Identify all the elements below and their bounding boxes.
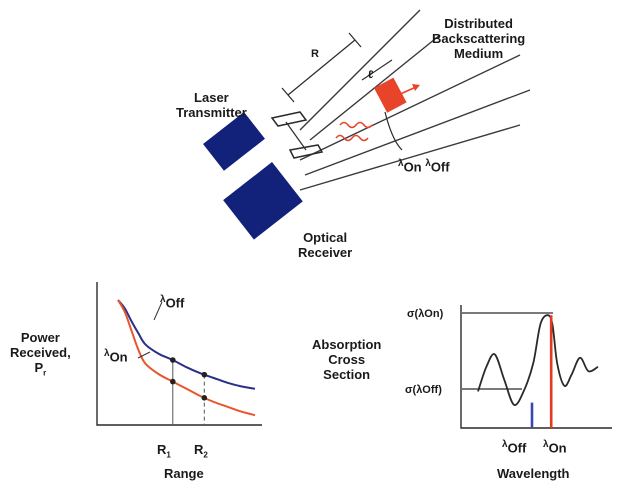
wl-lambda-on-label: λOn: [543, 439, 567, 456]
tick-r2-label: R2: [194, 442, 208, 460]
lambda-symbol-on: λ: [398, 158, 404, 169]
power-series-group: [117, 299, 256, 425]
lambda-on-text: On: [403, 159, 422, 175]
beam-line-1: [299, 9, 421, 131]
absorption-ylabel-line1: Absorption: [312, 337, 382, 352]
beam-line-4: [304, 89, 531, 176]
mirror-frame-2: [288, 144, 324, 159]
power-lambda-off-label: λOff: [160, 294, 185, 311]
power-ylabel-line2: Received,: [10, 345, 71, 360]
medium-label-line2: Backscattering: [432, 31, 526, 46]
lidar-setup: [203, 9, 531, 240]
power-lambda-on-label: λOn: [104, 348, 128, 365]
range-marker-point-2-off: [201, 371, 208, 378]
wl-lambda-off-label: λOff: [502, 439, 527, 456]
power-series-off-line: [117, 299, 256, 390]
absorption-chart: [460, 305, 612, 429]
lambda-off-text: Off: [430, 159, 450, 175]
cell-dimension-line: [361, 59, 393, 81]
medium-label-line3: Medium: [454, 46, 504, 61]
on-label-leader: [137, 351, 151, 359]
absorbing-cell: [374, 77, 407, 113]
power-chart: [96, 282, 262, 426]
laser-label-line1: Laser: [194, 90, 229, 105]
medium-label: Distributed Backscattering Medium: [432, 16, 525, 61]
forward-arrow-head: [412, 84, 420, 91]
off-label-leader: [153, 301, 163, 321]
power-xlabel: Range: [164, 466, 204, 481]
medium-label-line1: Distributed: [444, 16, 513, 31]
receiver-label-line2: Receiver: [298, 245, 353, 260]
range-symbol-label: R: [311, 48, 319, 60]
power-axes: [96, 282, 262, 426]
laser-transmitter-block: [203, 112, 265, 171]
sigma-on-label: σ(λOn): [407, 308, 444, 320]
absorption-series-group: [477, 314, 599, 428]
power-ylabel-line1: Power: [20, 330, 60, 345]
absorption-xlabel: Wavelength: [497, 466, 570, 481]
laser-transmitter-label: Laser Transmitter: [176, 90, 247, 120]
range-marker-point-1-off: [170, 357, 176, 363]
optical-receiver-block: [223, 162, 303, 240]
absorption-ylabel-line2: Cross: [328, 352, 366, 367]
receiver-label-line1: Optical: [303, 230, 348, 245]
range-tick-left: [281, 87, 295, 103]
absorption-ylabel: Absorption Cross Section: [312, 337, 381, 382]
power-ylabel: Power Received, Pr: [10, 330, 71, 381]
beam-line-5: [299, 124, 521, 191]
range-marker-point-1-on: [170, 378, 176, 385]
lambda-on-off-label: λOn λOff: [398, 156, 450, 174]
power-ylabel-line3: Pr: [34, 360, 47, 378]
cell-symbol-label: ℓ: [368, 69, 374, 81]
range-dimension-line: [287, 39, 356, 96]
range-marker-point-2-on: [201, 395, 208, 401]
mirror-frame: [270, 111, 308, 127]
lambda-symbol-off: λ: [425, 158, 431, 169]
return-signal-wave-2: [335, 134, 369, 142]
optical-receiver-label: Optical Receiver: [298, 230, 352, 260]
absorption-axes: [460, 305, 612, 429]
return-signal-wave-1: [339, 121, 373, 129]
absorption-curve: [477, 314, 599, 406]
tick-r1-label: R1: [157, 442, 171, 460]
beam-line-3: [299, 54, 521, 161]
laser-label-line2: Transmitter: [176, 105, 247, 120]
sigma-off-label: σ(λOff): [405, 384, 442, 396]
range-tick-right: [348, 32, 362, 48]
absorption-ylabel-line3: Section: [323, 367, 371, 382]
lambda-pointer: [384, 111, 403, 151]
mirror-strut: [285, 121, 307, 151]
